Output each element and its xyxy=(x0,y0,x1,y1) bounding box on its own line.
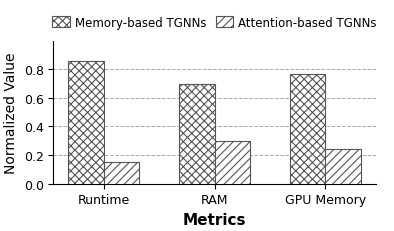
Bar xyxy=(179,84,215,184)
Bar xyxy=(68,61,104,184)
Bar xyxy=(290,74,325,184)
Bar xyxy=(215,141,250,184)
Bar xyxy=(325,150,361,184)
Y-axis label: Normalized Value: Normalized Value xyxy=(4,52,18,173)
X-axis label: Metrics: Metrics xyxy=(183,212,246,227)
Bar xyxy=(104,162,139,184)
Legend: Memory-based TGNNs, Attention-based TGNNs: Memory-based TGNNs, Attention-based TGNN… xyxy=(48,12,381,34)
